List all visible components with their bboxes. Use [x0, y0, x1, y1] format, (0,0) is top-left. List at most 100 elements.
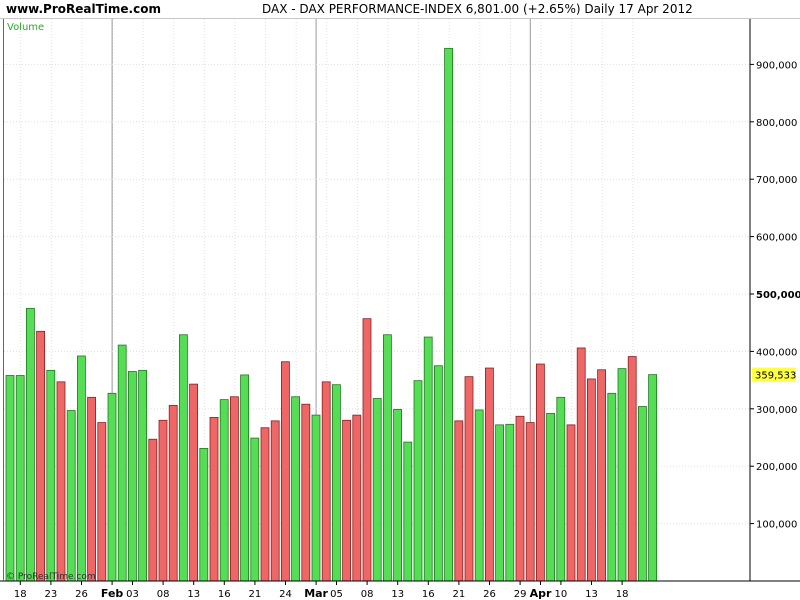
y-tick-label: 500,000: [756, 290, 800, 301]
volume-bar: [423, 336, 433, 582]
volume-bar: [56, 381, 66, 582]
x-tick-label: 13: [391, 589, 404, 600]
volume-bar: [556, 396, 566, 582]
volume-bar: [536, 363, 545, 582]
volume-bar: [66, 410, 76, 582]
x-tick-label: 16: [218, 589, 231, 600]
volume-bar: [638, 406, 647, 582]
volume-bar: [393, 408, 403, 582]
volume-bar: [576, 347, 586, 582]
volume-bar: [372, 398, 382, 582]
x-tick-label: 21: [453, 589, 466, 600]
y-tick-label: 600,000: [756, 233, 797, 244]
panel-label: Volume: [7, 22, 44, 33]
volume-bar: [260, 427, 270, 582]
volume-bar: [403, 441, 413, 582]
volume-bar: [270, 420, 280, 582]
last-value-label: 359,533: [755, 371, 796, 382]
volume-bar: [250, 437, 260, 582]
x-tick-label: Feb: [101, 587, 124, 600]
volume-bar: [291, 396, 301, 582]
volume-bar: [189, 383, 199, 582]
volume-bar: [525, 422, 535, 582]
volume-bar: [5, 375, 15, 582]
x-tick-label: 13: [187, 589, 200, 600]
volume-bar: [138, 369, 148, 582]
volume-bar: [627, 356, 637, 582]
volume-bar: [148, 438, 158, 582]
y-tick-label: 200,000: [756, 462, 797, 473]
volume-bar: [464, 376, 474, 582]
volume-bar: [158, 419, 168, 582]
volume-bar: [127, 371, 137, 582]
volume-bar: [321, 381, 331, 582]
x-tick-label: 29: [514, 589, 527, 600]
volume-bar: [444, 47, 454, 582]
last-value-badge: [752, 367, 796, 382]
volume-bar: [46, 369, 56, 582]
volume-bar: [36, 330, 45, 582]
volume-bar: [433, 365, 443, 582]
volume-bar: [495, 424, 505, 582]
y-tick-label: 100,000: [756, 520, 797, 531]
volume-bar: [454, 420, 464, 582]
volume-bar: [199, 448, 209, 582]
chart-title: DAX - DAX PERFORMANCE-INDEX 6,801.00 (+2…: [262, 2, 693, 16]
x-tick-label: Apr: [530, 587, 552, 600]
volume-bar: [178, 334, 188, 582]
volume-bar: [566, 424, 576, 582]
x-tick-label: 08: [361, 589, 374, 600]
x-tick-label: Mar: [304, 587, 328, 600]
x-tick-label: 26: [75, 589, 88, 600]
volume-bar: [311, 414, 321, 582]
x-tick-label: 24: [279, 589, 292, 600]
volume-bar: [209, 417, 219, 582]
x-tick-label: 05: [330, 589, 343, 600]
volume-bar: [331, 384, 341, 582]
volume-bar: [342, 419, 352, 582]
volume-bar: [280, 361, 290, 582]
volume-bar: [382, 334, 392, 582]
volume-bar: [77, 355, 86, 582]
volume-bar: [107, 392, 117, 582]
volume-bar: [617, 368, 627, 582]
y-tick-label: 400,000: [756, 347, 797, 358]
x-tick-label: 26: [483, 589, 496, 600]
volume-bar: [505, 423, 515, 582]
volume-bar: [219, 399, 229, 582]
volume-bar: [648, 374, 657, 582]
volume-bar: [474, 409, 484, 582]
y-axis: 100,000 200,000 300,000 400,000 500,000 600,0…: [749, 19, 800, 581]
volume-bar: [515, 415, 525, 582]
x-tick-label: 10: [555, 589, 568, 600]
volume-bar: [240, 374, 250, 582]
volume-bar: [15, 375, 25, 582]
copyright-text: © ProRealTime.com: [6, 572, 96, 582]
volume-bar: [587, 378, 596, 582]
volume-bar: [597, 369, 606, 582]
volume-bar: [352, 414, 362, 582]
volume-bar: [301, 403, 311, 582]
volume-bar: [97, 422, 107, 582]
volume-bar: [229, 396, 239, 582]
x-tick-label: 13: [585, 589, 598, 600]
x-tick-label: 03: [126, 589, 139, 600]
x-tick-label: 18: [616, 589, 629, 600]
y-tick-label: 300,000: [756, 405, 797, 416]
volume-bar: [413, 380, 423, 582]
volume-bar: [362, 318, 372, 582]
y-tick-label: 900,000: [756, 60, 797, 71]
volume-bar: [87, 396, 96, 582]
volume-bar: [25, 307, 35, 582]
x-tick-label: 16: [422, 589, 435, 600]
chart-header: www.ProRealTime.com DAX - DAX PERFORMANC…: [0, 0, 800, 19]
site-name[interactable]: www.ProRealTime.com: [6, 2, 161, 16]
x-tick-label: 08: [157, 589, 170, 600]
volume-bar: [484, 367, 494, 582]
volume-bar: [168, 404, 178, 582]
x-tick-label: 23: [45, 589, 58, 600]
x-tick-label: 21: [249, 589, 262, 600]
volume-bar: [546, 412, 555, 582]
volume-bar: [607, 392, 617, 582]
